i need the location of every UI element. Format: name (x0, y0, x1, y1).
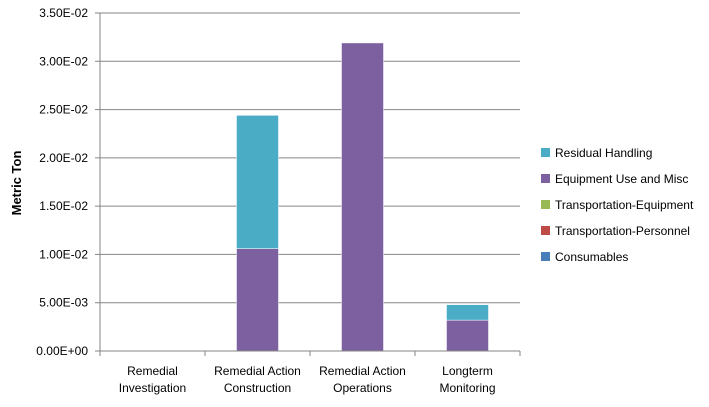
legend-label: Residual Handling (555, 146, 652, 160)
legend-swatch (541, 148, 550, 157)
x-tick-label: Operations (333, 381, 392, 395)
y-tick-label: 2.50E-02 (39, 103, 88, 117)
gridlines (100, 12, 520, 304)
x-tick-label: Longterm (442, 364, 493, 378)
x-tick-label: Monitoring (439, 381, 495, 395)
y-tick-label: 1.00E-02 (39, 247, 88, 261)
legend-swatch (541, 252, 550, 261)
y-tick-label: 2.00E-02 (39, 151, 88, 165)
axes (95, 12, 521, 356)
x-tick-label: Construction (224, 381, 291, 395)
legend-label: Transportation-Equipment (555, 198, 694, 212)
y-tick-label: 0.00E+00 (36, 344, 88, 358)
y-tick-label: 3.50E-02 (39, 6, 88, 20)
x-tick-label: Remedial Action (319, 364, 406, 378)
legend-label: Consumables (555, 250, 628, 264)
legend-swatch (541, 200, 550, 209)
bar-segment-residual-handling (236, 115, 279, 249)
y-tick-labels: 0.00E+00 5.00E-03 1.00E-02 1.50E-02 2.00E-02… (36, 6, 88, 358)
bar-segment-equipment-use-and-misc (446, 319, 489, 352)
x-tick-label: Investigation (119, 381, 186, 395)
bar-segment-equipment-use-and-misc (236, 248, 279, 352)
bar-segment-residual-handling (446, 304, 489, 321)
legend-swatch (541, 226, 550, 235)
bar-segment-equipment-use-and-misc (341, 42, 384, 352)
bars (236, 42, 489, 352)
x-tick-labels: Remedial Investigation Remedial Action Cons… (119, 364, 496, 395)
legend-label: Transportation-Personnel (555, 224, 690, 238)
legend: Residual Handling Equipment Use and Misc T… (541, 146, 694, 264)
legend-label: Equipment Use and Misc (555, 172, 688, 186)
x-tick-label: Remedial (127, 364, 178, 378)
y-tick-label: 5.00E-03 (39, 296, 88, 310)
x-tick-label: Remedial Action (214, 364, 301, 378)
legend-swatch (541, 174, 550, 183)
y-axis-title: Metric Ton (9, 151, 24, 216)
y-tick-label: 3.00E-02 (39, 54, 88, 68)
y-tick-label: 1.50E-02 (39, 199, 88, 213)
